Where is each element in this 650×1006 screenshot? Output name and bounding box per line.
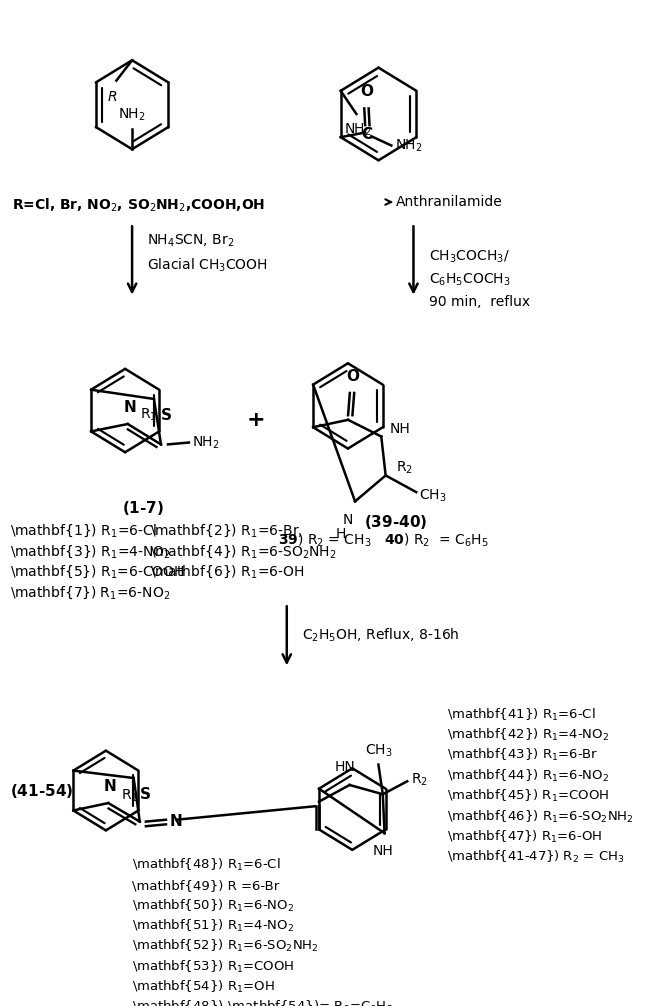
- Text: N: N: [343, 512, 353, 526]
- Text: \mathbf{48}) R$_1$=6-Cl: \mathbf{48}) R$_1$=6-Cl: [132, 857, 281, 873]
- Text: \mathbf{5}) R$_1$=6-COOH: \mathbf{5}) R$_1$=6-COOH: [10, 563, 185, 580]
- Text: \mathbf{7}) R$_1$=6-NO$_2$: \mathbf{7}) R$_1$=6-NO$_2$: [10, 583, 170, 601]
- Text: CH$_3$: CH$_3$: [365, 742, 393, 759]
- Text: CH$_3$: CH$_3$: [419, 488, 447, 504]
- Text: \mathbf{45}) R$_1$=COOH: \mathbf{45}) R$_1$=COOH: [447, 788, 609, 804]
- Text: ($\mathbf{1}$-$\mathbf{7}$): ($\mathbf{1}$-$\mathbf{7}$): [122, 499, 164, 517]
- Text: +: +: [247, 409, 265, 430]
- Text: NH$_2$: NH$_2$: [192, 435, 219, 451]
- Text: \mathbf{43}) R$_1$=6-Br: \mathbf{43}) R$_1$=6-Br: [447, 747, 598, 764]
- Text: R: R: [108, 90, 118, 104]
- Text: \mathbf{49}) R =6-Br: \mathbf{49}) R =6-Br: [132, 878, 280, 891]
- Text: NH: NH: [390, 423, 411, 436]
- Text: CH$_3$COCH$_3$/
C$_6$H$_5$COCH$_3$
90 min,  reflux: CH$_3$COCH$_3$/ C$_6$H$_5$COCH$_3$ 90 mi…: [429, 248, 530, 309]
- Text: NH$_2$: NH$_2$: [395, 137, 423, 154]
- Text: N: N: [170, 814, 182, 829]
- Text: N: N: [123, 399, 136, 414]
- Text: NH: NH: [372, 844, 393, 858]
- Text: C: C: [361, 127, 372, 142]
- Text: N: N: [103, 779, 116, 794]
- Text: Anthranilamide: Anthranilamide: [396, 195, 502, 209]
- Text: \mathbf{50}) R$_1$=6-NO$_2$: \mathbf{50}) R$_1$=6-NO$_2$: [132, 897, 294, 913]
- Text: R$_1$: R$_1$: [121, 788, 138, 804]
- Text: S: S: [161, 408, 172, 424]
- Text: $\mathbf{39}$) R$_2$ = CH$_3$   $\mathbf{40}$) R$_2$  = C$_6$H$_5$: $\mathbf{39}$) R$_2$ = CH$_3$ $\mathbf{4…: [278, 531, 489, 549]
- Text: R$_2$: R$_2$: [396, 460, 413, 476]
- Text: O: O: [346, 368, 359, 383]
- Text: \mathbf{1}) R$_1$=6-Cl: \mathbf{1}) R$_1$=6-Cl: [10, 523, 157, 539]
- Text: \mathbf{51}) R$_1$=4-NO$_2$: \mathbf{51}) R$_1$=4-NO$_2$: [132, 917, 294, 934]
- Text: \mathbf{47}) R$_1$=6-OH: \mathbf{47}) R$_1$=6-OH: [447, 829, 602, 845]
- Text: NH$_4$SCN, Br$_2$
Glacial CH$_3$COOH: NH$_4$SCN, Br$_2$ Glacial CH$_3$COOH: [147, 232, 268, 274]
- Text: HN: HN: [335, 760, 356, 774]
- Text: \mathbf{48})-\mathbf{54})= R$_2$=C$_6$H$_5$: \mathbf{48})-\mathbf{54})= R$_2$=C$_6$H$…: [132, 999, 393, 1006]
- Text: \mathbf{2}) R$_1$=6-Br,: \mathbf{2}) R$_1$=6-Br,: [150, 523, 302, 539]
- Text: R$_1$: R$_1$: [140, 406, 157, 423]
- Text: R$_2$: R$_2$: [411, 772, 428, 788]
- Text: NH$_2$: NH$_2$: [344, 122, 372, 138]
- Text: \mathbf{54}) R$_1$=OH: \mathbf{54}) R$_1$=OH: [132, 979, 275, 995]
- Text: \mathbf{42}) R$_1$=4-NO$_2$: \mathbf{42}) R$_1$=4-NO$_2$: [447, 727, 609, 743]
- Text: \mathbf{41-47}) R$_2$ = CH$_3$: \mathbf{41-47}) R$_2$ = CH$_3$: [447, 849, 624, 865]
- Text: \mathbf{3}) R$_1$=4-NO$_2$: \mathbf{3}) R$_1$=4-NO$_2$: [10, 543, 171, 559]
- Text: S: S: [140, 788, 151, 803]
- Text: \mathbf{4}) R$_1$=6-SO$_2$NH$_2$: \mathbf{4}) R$_1$=6-SO$_2$NH$_2$: [150, 543, 336, 559]
- Text: ($\mathbf{39}$-$\mathbf{40}$): ($\mathbf{39}$-$\mathbf{40}$): [364, 512, 428, 530]
- Text: $\mathbf{R}$=Cl, Br, NO$_2$, SO$_2$NH$_2$,COOH,OH: $\mathbf{R}$=Cl, Br, NO$_2$, SO$_2$NH$_2…: [12, 196, 265, 213]
- Text: \mathbf{41}) R$_1$=6-Cl: \mathbf{41}) R$_1$=6-Cl: [447, 706, 595, 722]
- Text: \mathbf{46}) R$_1$=6-SO$_2$NH$_2$: \mathbf{46}) R$_1$=6-SO$_2$NH$_2$: [447, 809, 633, 825]
- Text: \mathbf{52}) R$_1$=6-SO$_2$NH$_2$: \mathbf{52}) R$_1$=6-SO$_2$NH$_2$: [132, 939, 318, 955]
- Text: ($\mathbf{41}$-$\mathbf{54}$): ($\mathbf{41}$-$\mathbf{54}$): [10, 782, 73, 800]
- Text: \mathbf{53}) R$_1$=COOH: \mathbf{53}) R$_1$=COOH: [132, 959, 294, 975]
- Text: H: H: [336, 527, 346, 541]
- Text: \mathbf{6}) R$_1$=6-OH: \mathbf{6}) R$_1$=6-OH: [150, 563, 304, 580]
- Text: C$_2$H$_5$OH, Reflux, 8-16h: C$_2$H$_5$OH, Reflux, 8-16h: [302, 627, 459, 645]
- Text: \mathbf{44}) R$_1$=6-NO$_2$: \mathbf{44}) R$_1$=6-NO$_2$: [447, 768, 609, 784]
- Text: NH$_2$: NH$_2$: [118, 107, 146, 124]
- Text: O: O: [360, 85, 373, 100]
